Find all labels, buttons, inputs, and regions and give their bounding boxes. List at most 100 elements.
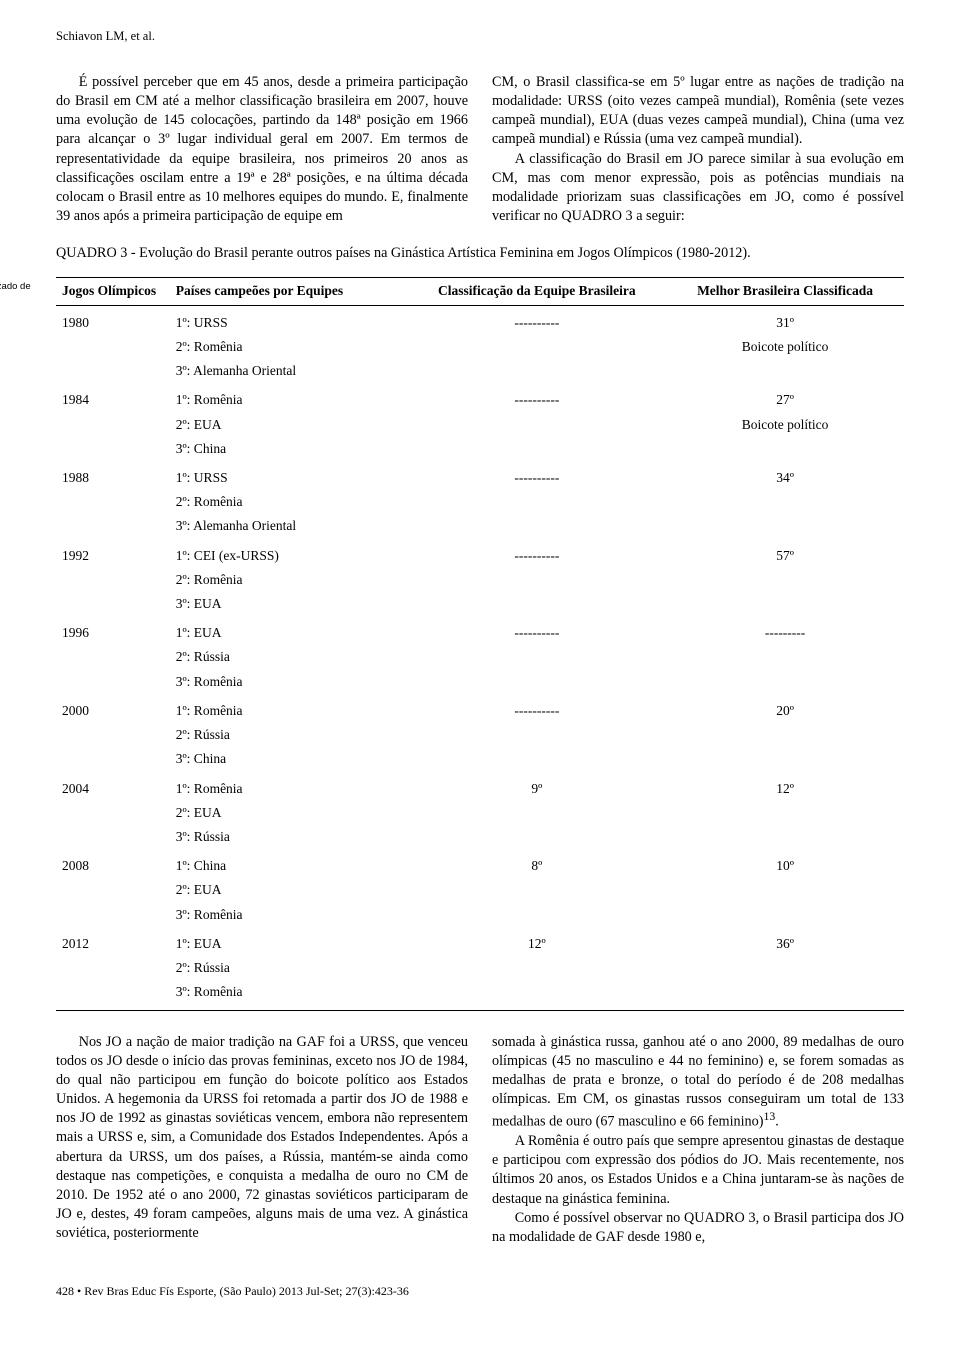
year-cell	[56, 645, 170, 669]
class-cell	[408, 723, 667, 747]
year-cell	[56, 437, 170, 461]
class-cell	[408, 747, 667, 771]
intro-right-para2: A classificação do Brasil em JO parece s…	[492, 150, 904, 227]
champ-cell: 2º: EUA	[170, 413, 408, 437]
champ-cell: 2º: Romênia	[170, 490, 408, 514]
champ-cell: 2º: EUA	[170, 801, 408, 825]
fonte-note: Fonte: Atualizado de Schiavon12.	[0, 281, 44, 308]
champ-cell: 1º: CEI (ex-URSS)	[170, 539, 408, 568]
champ-cell: 3º: Romênia	[170, 903, 408, 927]
year-cell: 1996	[56, 616, 170, 645]
intro-left-para: É possível perceber que em 45 anos, desd…	[56, 73, 468, 226]
best-cell	[666, 801, 904, 825]
th-best: Melhor Brasileira Classificada	[666, 278, 904, 305]
intro-left-col: É possível perceber que em 45 anos, desd…	[56, 73, 468, 226]
year-cell: 1988	[56, 461, 170, 490]
table-row: 19961º: EUA-------------------	[56, 616, 904, 645]
class-cell	[408, 825, 667, 849]
intro-right-para1: CM, o Brasil classifica-se em 5º lugar e…	[492, 73, 904, 150]
table-row: 20001º: Romênia----------20º	[56, 694, 904, 723]
best-cell: 27º	[666, 383, 904, 412]
best-cell	[666, 825, 904, 849]
table-row: 2º: EUA	[56, 801, 904, 825]
year-cell: 2008	[56, 849, 170, 878]
bottom-right-period: .	[775, 1114, 779, 1130]
class-cell	[408, 592, 667, 616]
champ-cell: 3º: Alemanha Oriental	[170, 514, 408, 538]
class-cell	[408, 878, 667, 902]
table-row: 3º: Romênia	[56, 670, 904, 694]
table-row: 3º: China	[56, 437, 904, 461]
quadro-caption: QUADRO 3 - Evolução do Brasil perante ou…	[56, 244, 904, 263]
table-row: 19881º: URSS----------34º	[56, 461, 904, 490]
table-row: 2º: EUA	[56, 878, 904, 902]
class-cell: 12º	[408, 927, 667, 956]
best-cell: 10º	[666, 849, 904, 878]
year-cell: 1984	[56, 383, 170, 412]
table-header-row: Jogos Olímpicos Países campeões por Equi…	[56, 278, 904, 305]
class-cell	[408, 980, 667, 1010]
best-cell: 57º	[666, 539, 904, 568]
champ-cell: 3º: EUA	[170, 592, 408, 616]
bottom-left-col: Nos JO a nação de maior tradição na GAF …	[56, 1033, 468, 1248]
table-row: 2º: Rússia	[56, 645, 904, 669]
class-cell: ----------	[408, 305, 667, 335]
year-cell: 2000	[56, 694, 170, 723]
table-row: 3º: China	[56, 747, 904, 771]
best-cell	[666, 568, 904, 592]
best-cell	[666, 670, 904, 694]
best-cell	[666, 592, 904, 616]
champ-cell: 3º: Rússia	[170, 825, 408, 849]
year-cell	[56, 747, 170, 771]
champ-cell: 3º: Romênia	[170, 670, 408, 694]
best-cell	[666, 490, 904, 514]
champ-cell: 1º: Romênia	[170, 772, 408, 801]
champ-cell: 1º: EUA	[170, 616, 408, 645]
bottom-right-text1: somada à ginástica russa, ganhou até o a…	[492, 1034, 904, 1130]
year-cell	[56, 514, 170, 538]
running-head: Schiavon LM, et al.	[56, 28, 904, 45]
best-cell: Boicote político	[666, 413, 904, 437]
class-cell	[408, 645, 667, 669]
table-row: 19801º: URSS----------31º	[56, 305, 904, 335]
year-cell	[56, 825, 170, 849]
table-row: 2º: Romênia	[56, 490, 904, 514]
year-cell	[56, 801, 170, 825]
class-cell	[408, 670, 667, 694]
table-row: 2º: Rússia	[56, 723, 904, 747]
page-footer: 428 • Rev Bras Educ Fís Esporte, (São Pa…	[56, 1283, 904, 1299]
champ-cell: 1º: EUA	[170, 927, 408, 956]
best-cell	[666, 359, 904, 383]
champ-cell: 3º: China	[170, 437, 408, 461]
class-cell: ----------	[408, 616, 667, 645]
table-row: 20081º: China8º10º	[56, 849, 904, 878]
bottom-right-para2: A Romênia é outro país que sempre aprese…	[492, 1132, 904, 1209]
fonte-label: Fonte: Atualizado de	[0, 281, 31, 292]
champ-cell: 2º: Romênia	[170, 335, 408, 359]
best-cell: 20º	[666, 694, 904, 723]
best-cell	[666, 723, 904, 747]
champ-cell: 2º: Rússia	[170, 723, 408, 747]
class-cell	[408, 335, 667, 359]
table-row: 19921º: CEI (ex-URSS)----------57º	[56, 539, 904, 568]
year-cell	[56, 413, 170, 437]
champ-cell: 2º: EUA	[170, 878, 408, 902]
table-row: 2º: EUA Boicote político	[56, 413, 904, 437]
bottom-columns: Nos JO a nação de maior tradição na GAF …	[56, 1033, 904, 1248]
class-cell	[408, 956, 667, 980]
year-cell	[56, 592, 170, 616]
table-row: 3º: EUA	[56, 592, 904, 616]
quadro-table: Jogos Olímpicos Países campeões por Equi…	[56, 277, 904, 1010]
best-cell: 34º	[666, 461, 904, 490]
year-cell	[56, 670, 170, 694]
best-cell: 36º	[666, 927, 904, 956]
bottom-right-ref: 13	[763, 1109, 775, 1123]
year-cell	[56, 878, 170, 902]
class-cell: 8º	[408, 849, 667, 878]
table-wrap: Fonte: Atualizado de Schiavon12. Jogos O…	[56, 277, 904, 1010]
table-row: 3º: Alemanha Oriental	[56, 514, 904, 538]
champ-cell: 3º: Romênia	[170, 980, 408, 1010]
class-cell	[408, 359, 667, 383]
best-cell: Boicote político	[666, 335, 904, 359]
class-cell	[408, 490, 667, 514]
